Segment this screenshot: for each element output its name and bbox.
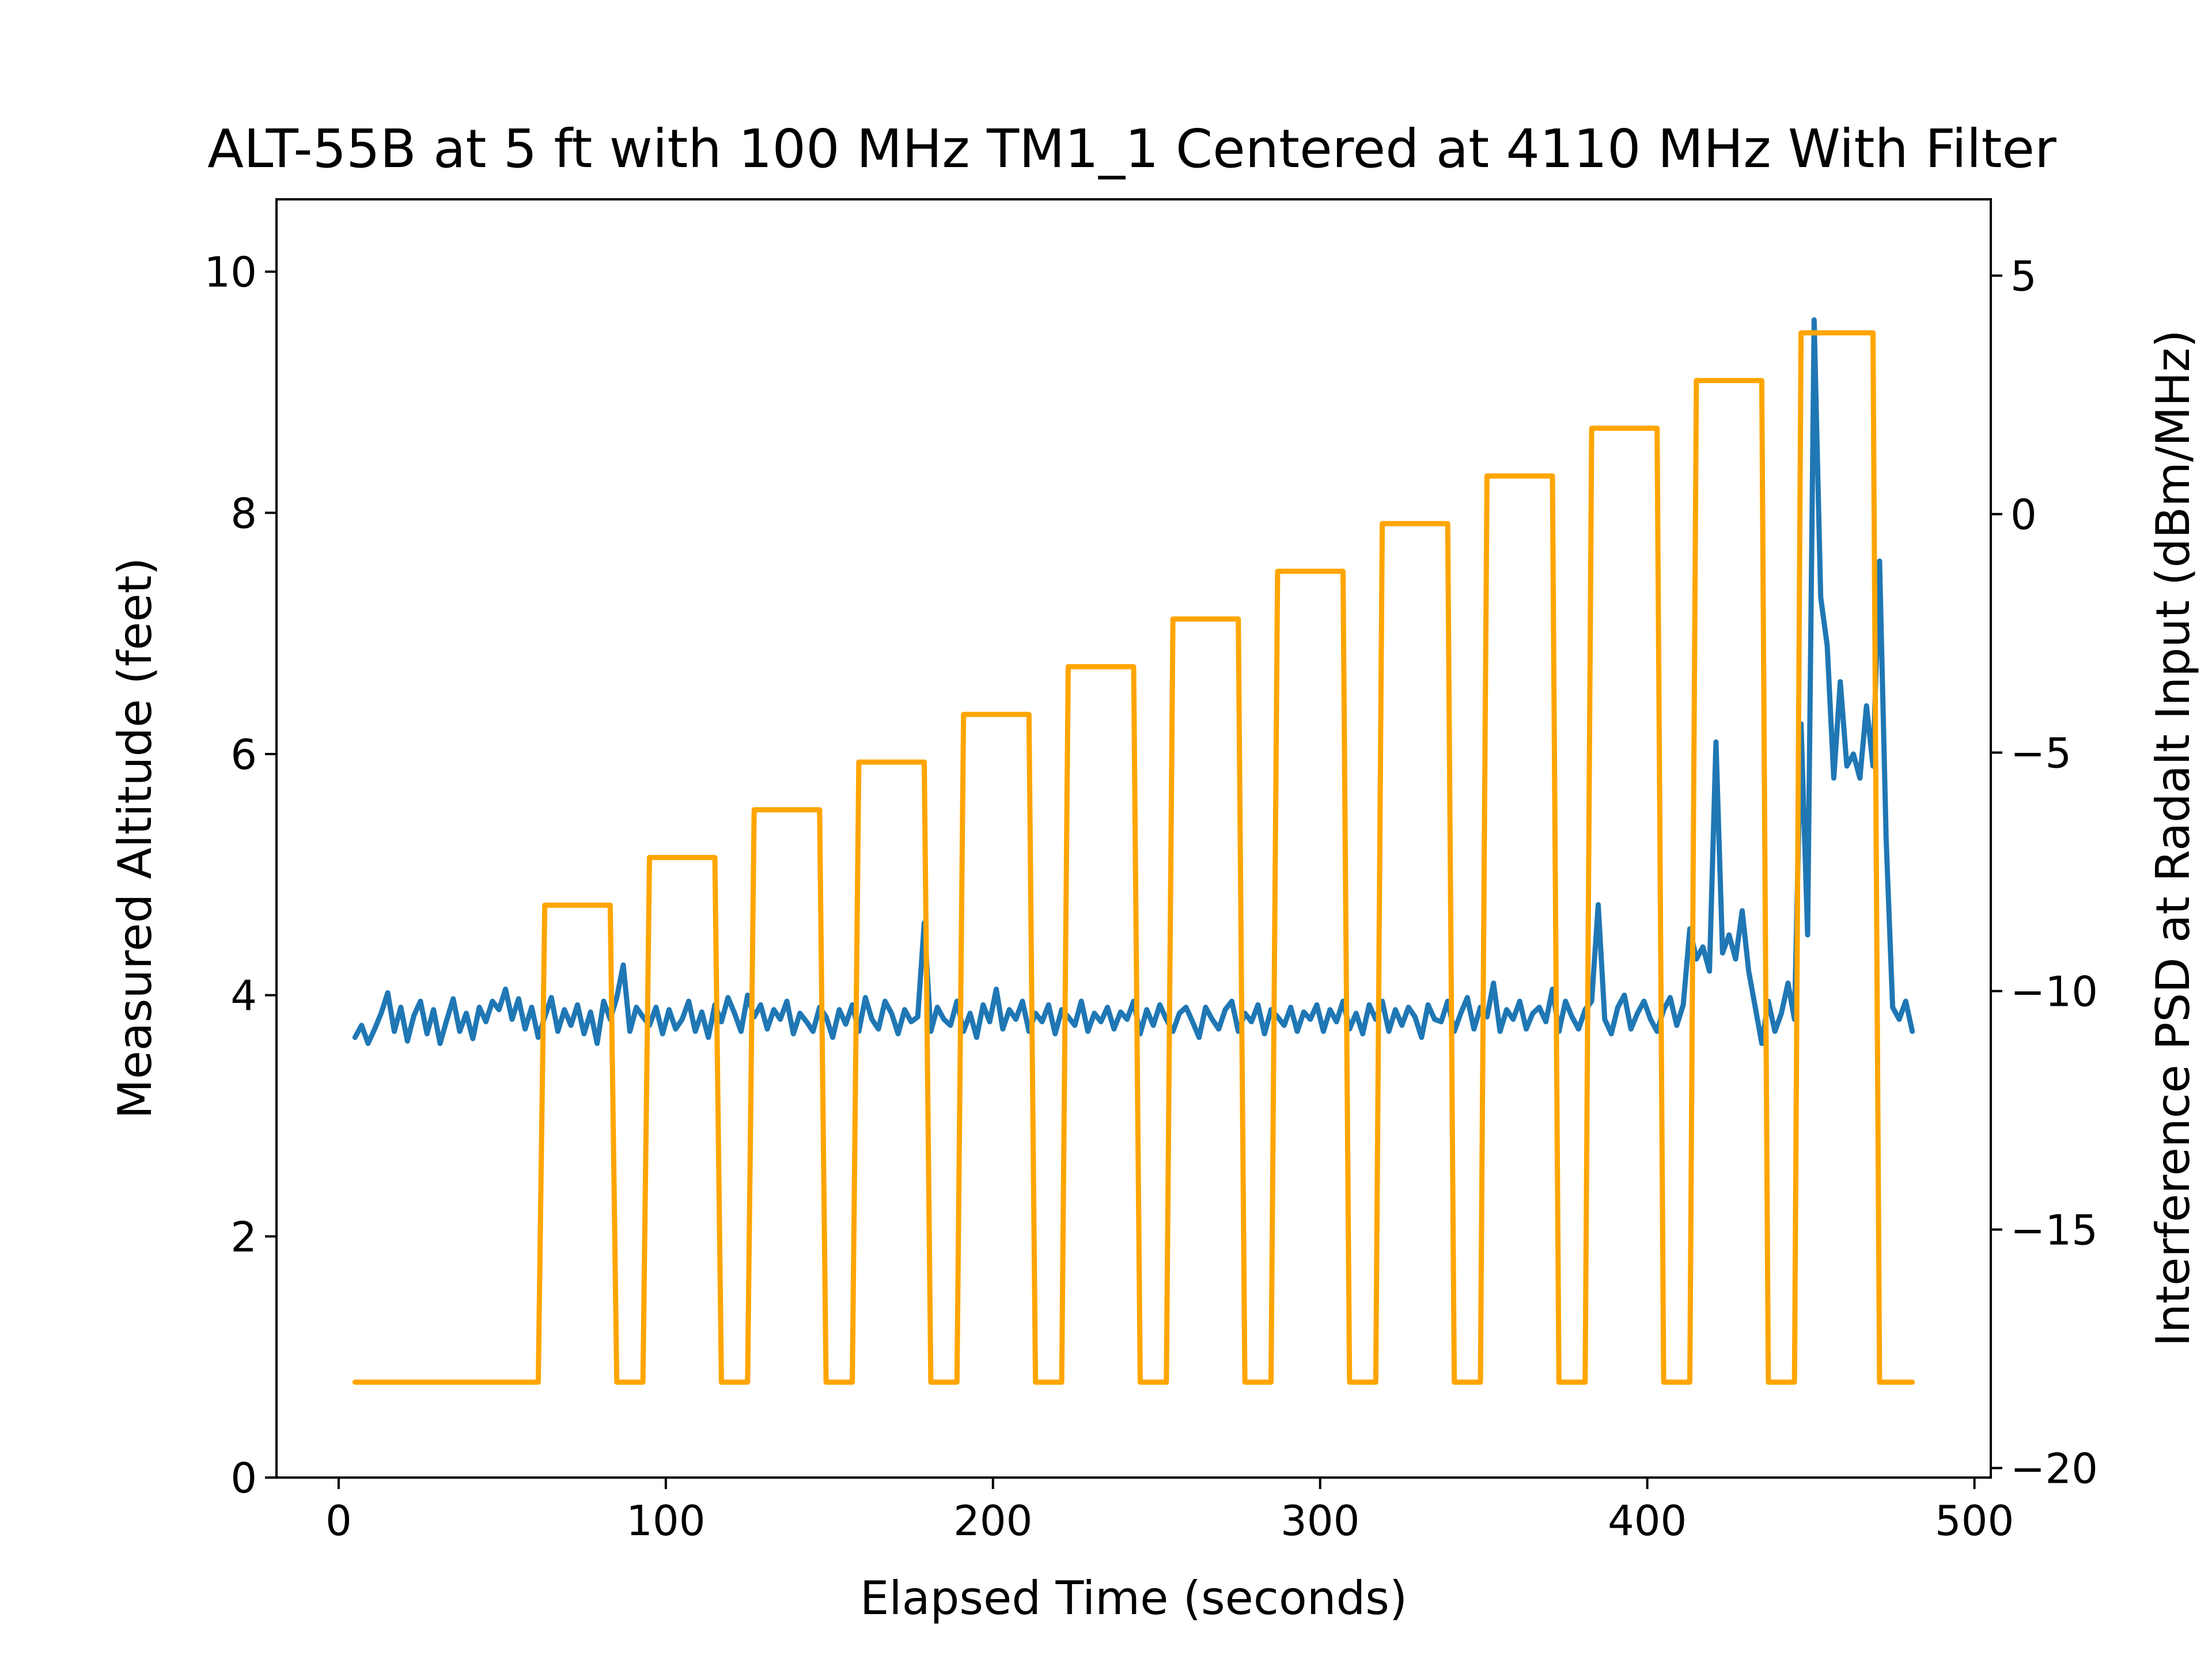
y2-tick-label: 5 — [2010, 252, 2037, 300]
series-layer — [352, 317, 1915, 1385]
y-tick-label: 6 — [230, 730, 257, 779]
y-tick-label: 0 — [230, 1454, 257, 1502]
y2-tick-label: 0 — [2010, 490, 2037, 539]
y2-tick-label: −10 — [2010, 967, 2098, 1016]
x-tick-label: 500 — [1935, 1497, 2014, 1545]
plot-area — [275, 198, 1992, 1479]
y-tick-label: 8 — [230, 489, 257, 537]
x-axis: 0 100 200 300 400 500 — [325, 1478, 2014, 1545]
x-tick-label: 100 — [626, 1497, 705, 1545]
series-interference-psd-line — [352, 330, 1915, 1385]
y2-axis-label: Interference PSD at Radalt Input (dBm/MH… — [2146, 329, 2200, 1346]
y-tick-label: 4 — [230, 972, 257, 1020]
y2-tick-label: −20 — [2010, 1444, 2098, 1493]
y-axis-right: −20 −15 −10 −5 0 5 — [1991, 252, 2098, 1493]
x-tick-label: 300 — [1281, 1497, 1359, 1545]
y-axis-label: Measured Altitude (feet) — [108, 558, 162, 1119]
y2-tick-label: −5 — [2010, 729, 2071, 777]
x-tick-label: 0 — [325, 1497, 352, 1545]
plot-frame — [275, 198, 1992, 1479]
y-axis-left: 0 2 4 6 8 10 — [204, 248, 276, 1502]
chart-title: ALT-55B at 5 ft with 100 MHz TM1_1 Cente… — [207, 118, 2056, 180]
y-tick-label: 2 — [230, 1213, 257, 1261]
y-tick-label: 10 — [204, 248, 257, 297]
x-axis-label: Elapsed Time (seconds) — [860, 1571, 1407, 1625]
y2-tick-label: −15 — [2010, 1206, 2098, 1254]
series-measured-altitude-line — [352, 317, 1915, 1046]
x-tick-label: 200 — [953, 1497, 1032, 1545]
x-tick-label: 400 — [1608, 1497, 1687, 1545]
